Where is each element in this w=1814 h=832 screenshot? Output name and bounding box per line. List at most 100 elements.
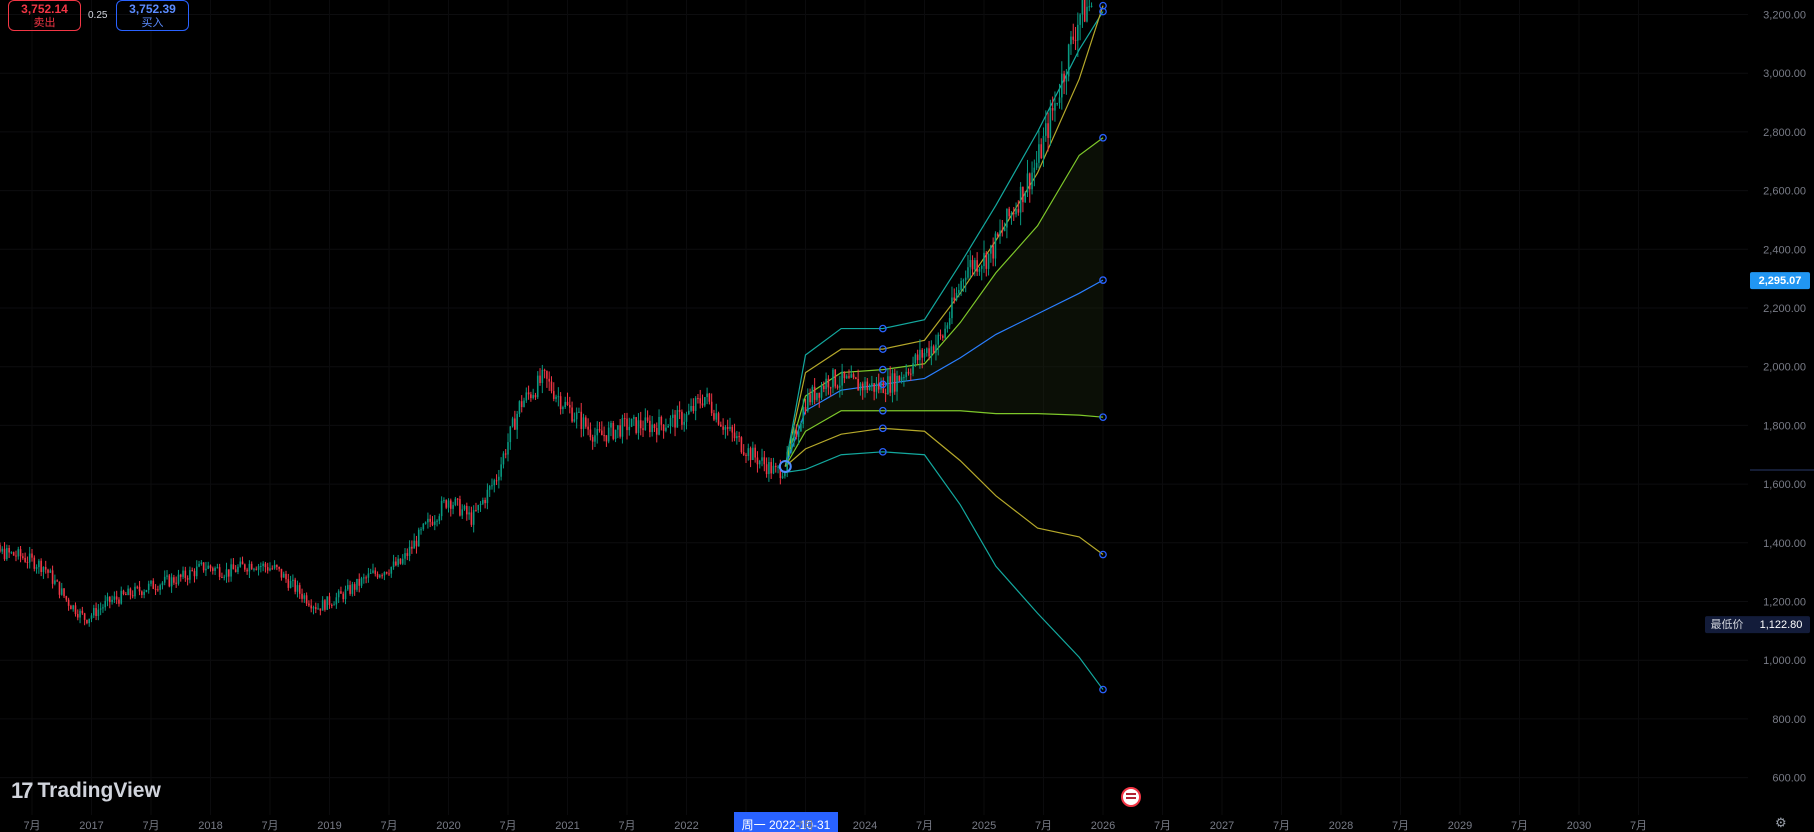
tradingview-logo[interactable]: 17 TradingView (11, 778, 161, 804)
candle-body (873, 383, 875, 392)
candle-body (708, 393, 711, 402)
candle-body (578, 411, 580, 413)
candle-body (843, 371, 846, 379)
x-tick-label: 2030 (1567, 820, 1591, 832)
time-axis[interactable]: 7月 2017 7月 2018 7月 2019 7月 2020 7月 2021 7月 2022 周一 2… (23, 812, 1647, 832)
candle-body (1010, 213, 1013, 217)
candle-body (285, 573, 287, 580)
buy-button[interactable]: 3,752.39 买入 (116, 0, 189, 31)
price-labels: 2,295.07 最低价 1,122.80 (1705, 272, 1814, 634)
candle-body (447, 500, 450, 508)
candle-body (35, 567, 38, 569)
candle-body (836, 386, 839, 388)
candle-body (269, 568, 271, 571)
candle-body (806, 394, 809, 412)
candle-body (781, 476, 784, 478)
candle-body (65, 596, 68, 600)
price-axis[interactable]: 3,200.00 3,000.00 2,800.00 2,600.00 2,400.00… (1763, 10, 1806, 785)
candle-body (671, 414, 674, 418)
candle-body (546, 370, 548, 379)
band-line-center (784, 279, 1104, 467)
sell-button[interactable]: 3,752.14 卖出 (8, 0, 81, 31)
candle-body (83, 613, 86, 620)
candle-body (793, 430, 795, 438)
candle-body (530, 394, 532, 399)
candle-body (884, 393, 887, 395)
candle-body (617, 425, 619, 430)
candle-body (8, 548, 10, 553)
candle-body (504, 453, 507, 455)
candle-body (937, 334, 940, 345)
gear-icon[interactable]: ⚙ (1775, 815, 1787, 830)
us-flag-icon[interactable] (1121, 787, 1141, 807)
band-node (878, 380, 887, 389)
band-nodes[interactable] (778, 1, 1107, 694)
candle-body (143, 591, 145, 595)
candle-body (946, 325, 949, 329)
candle-body (903, 377, 905, 379)
candle-body (683, 421, 686, 425)
candle-body (175, 582, 177, 584)
candle-body (610, 423, 612, 428)
candle-body (713, 413, 715, 420)
candle-body (896, 375, 898, 392)
candle-body (832, 369, 834, 388)
candle-body (754, 447, 756, 458)
candle-body (262, 563, 264, 567)
candle-body (335, 597, 338, 605)
buy-price: 3,752.39 (129, 2, 176, 16)
candle-body (948, 318, 951, 326)
candle-body (774, 465, 777, 468)
candle-body (129, 588, 132, 596)
candle-body (81, 610, 84, 614)
candle-body (1035, 162, 1038, 168)
candle-body (411, 546, 413, 549)
candle-body (820, 385, 823, 398)
candle-body (717, 413, 720, 425)
inner-band-fill (785, 137, 1103, 467)
candle-body (541, 369, 544, 384)
candle-body (70, 605, 72, 610)
candle-body (379, 575, 381, 578)
candle-body (1024, 192, 1026, 203)
candle-body (568, 404, 571, 408)
candle-body (468, 512, 470, 515)
candle-body (440, 500, 443, 517)
candle-body (260, 566, 262, 568)
candle-body (372, 570, 374, 573)
candle-body (621, 418, 624, 437)
band-node (1099, 276, 1107, 284)
candle-body (676, 410, 679, 428)
candle-body (24, 557, 26, 562)
candle-body (704, 397, 706, 406)
candle-body (216, 567, 219, 569)
candle-body (1079, 14, 1081, 25)
candle-body (999, 230, 1001, 237)
candle-body (667, 425, 669, 428)
candle-body (598, 429, 601, 431)
candle-body (395, 561, 397, 566)
candle-body (330, 604, 333, 606)
candle-body (255, 568, 258, 570)
candle-body (1044, 123, 1047, 136)
candle-body (321, 600, 324, 611)
tv-logo-icon: 17 (11, 778, 34, 803)
candle-body (328, 596, 331, 605)
sell-label: 卖出 (33, 17, 56, 29)
x-tick-label: 7月 (1511, 820, 1528, 832)
candle-body (207, 565, 210, 569)
candle-body (232, 564, 235, 570)
candle-body (214, 567, 216, 571)
candle-body (404, 553, 406, 559)
candle-body (264, 563, 267, 568)
candle-body (234, 569, 237, 573)
candle-body (369, 572, 372, 574)
candle-body (571, 407, 573, 422)
candle-body (138, 586, 141, 592)
candle-body (360, 578, 363, 586)
candle-body (733, 432, 736, 439)
candle-body (971, 260, 974, 270)
candle-body (591, 437, 594, 442)
candle-body (912, 363, 914, 374)
